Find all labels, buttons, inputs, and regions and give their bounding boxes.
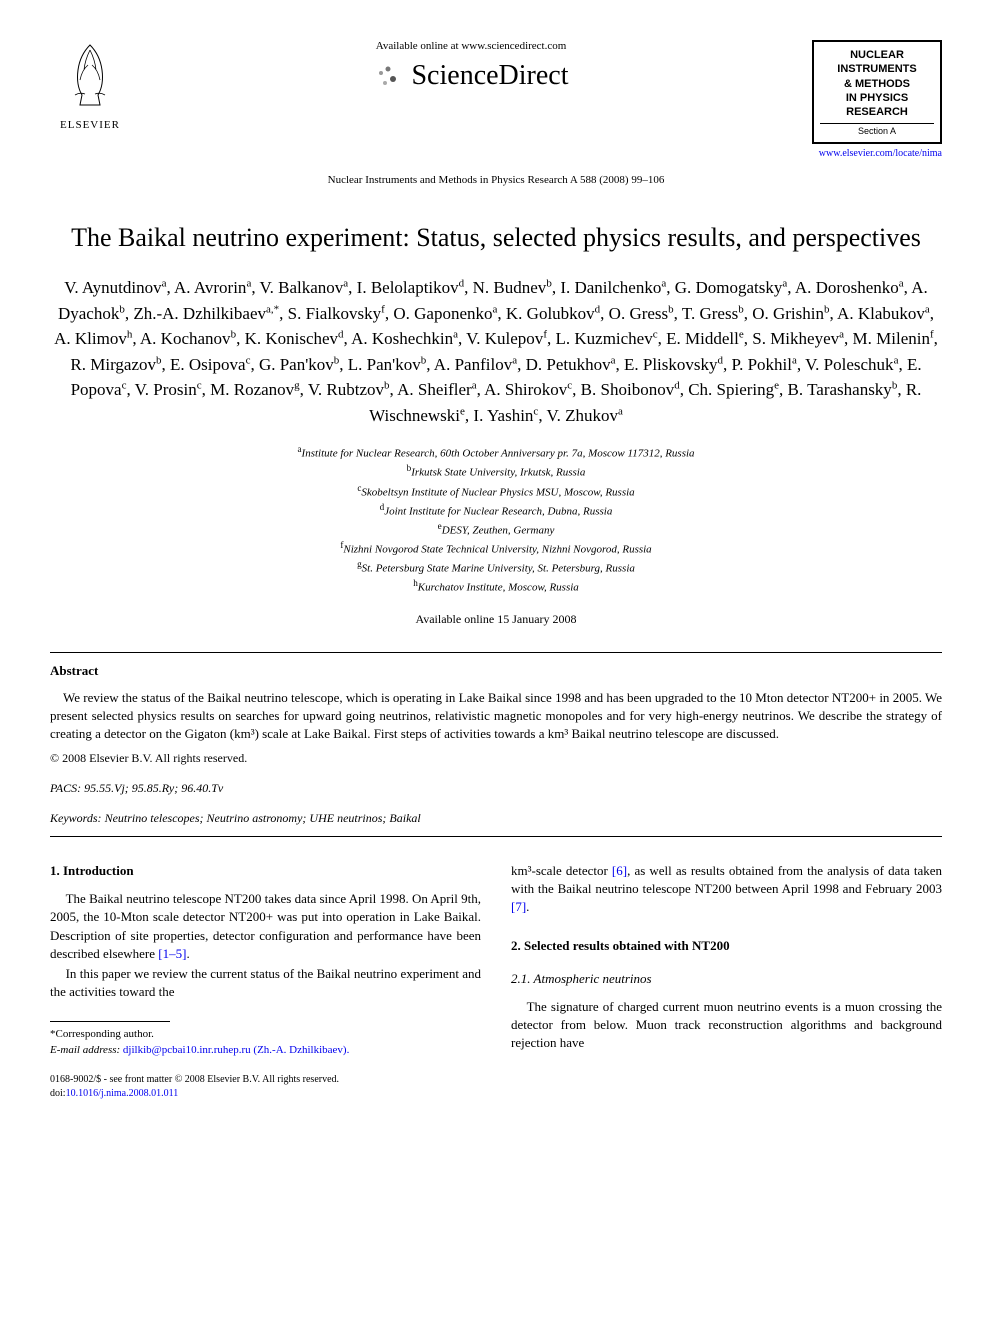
elsevier-tree-icon xyxy=(60,40,120,110)
journal-url-link[interactable]: www.elsevier.com/locate/nima xyxy=(812,148,942,159)
email-name: (Zh.-A. Dzhilkibaev). xyxy=(253,1044,349,1056)
pacs-label: PACS: xyxy=(50,781,81,795)
platform-name: ScienceDirect xyxy=(411,60,568,92)
right-column: km³-scale detector [6], as well as resul… xyxy=(511,862,942,1101)
journal-section: Section A xyxy=(820,123,934,136)
sciencedirect-logo: ScienceDirect xyxy=(130,60,812,92)
authors-list: V. Aynutdinova, A. Avrorina, V. Balkanov… xyxy=(50,275,942,428)
journal-box-container: NUCLEAR INSTRUMENTS & METHODS IN PHYSICS… xyxy=(812,40,942,159)
journal-box: NUCLEAR INSTRUMENTS & METHODS IN PHYSICS… xyxy=(812,40,942,144)
elsevier-logo: ELSEVIER xyxy=(50,40,130,131)
keywords-line: Keywords: Neutrino telescopes; Neutrino … xyxy=(50,811,942,826)
section-2-1-heading: 2.1. Atmospheric neutrinos xyxy=(511,970,942,988)
abstract-text: We review the status of the Baikal neutr… xyxy=(50,689,942,744)
ref-link-7[interactable]: [7] xyxy=(511,899,526,914)
keywords-label: Keywords: xyxy=(50,811,102,825)
doi-line: doi:10.1016/j.nima.2008.01.011 xyxy=(50,1087,481,1101)
continuation-text: km³-scale detector [6], as well as resul… xyxy=(511,862,942,917)
email-address[interactable]: djilkib@pcbai10.inr.ruhep.ru xyxy=(123,1044,251,1056)
available-online-text: Available online at www.sciencedirect.co… xyxy=(130,40,812,52)
available-date: Available online 15 January 2008 xyxy=(50,612,942,627)
footer-info: 0168-9002/$ - see front matter © 2008 El… xyxy=(50,1073,481,1101)
ref-link-1-5[interactable]: [1–5] xyxy=(158,946,186,961)
email-line: E-mail address: djilkib@pcbai10.inr.ruhe… xyxy=(50,1043,481,1058)
header-row: ELSEVIER Available online at www.science… xyxy=(50,40,942,159)
citation-line: Nuclear Instruments and Methods in Physi… xyxy=(50,174,942,186)
footnote-block: *Corresponding author. E-mail address: d… xyxy=(50,1027,481,1058)
ref-link-6[interactable]: [6] xyxy=(612,863,627,878)
copyright-text: © 2008 Elsevier B.V. All rights reserved… xyxy=(50,751,942,766)
center-header: Available online at www.sciencedirect.co… xyxy=(130,40,812,92)
section-2-heading: 2. Selected results obtained with NT200 xyxy=(511,937,942,955)
body-columns: 1. Introduction The Baikal neutrino tele… xyxy=(50,862,942,1101)
pacs-line: PACS: 95.55.Vj; 95.85.Ry; 96.40.Tv xyxy=(50,781,942,796)
section-1-p1: The Baikal neutrino telescope NT200 take… xyxy=(50,890,481,963)
email-label: E-mail address: xyxy=(50,1044,120,1056)
divider xyxy=(50,652,942,653)
pacs-codes: 95.55.Vj; 95.85.Ry; 96.40.Tv xyxy=(84,781,223,795)
sciencedirect-icon xyxy=(373,61,403,91)
section-2-1-p1: The signature of charged current muon ne… xyxy=(511,998,942,1053)
publisher-name: ELSEVIER xyxy=(50,119,130,131)
left-column: 1. Introduction The Baikal neutrino tele… xyxy=(50,862,481,1101)
divider xyxy=(50,836,942,837)
abstract-heading: Abstract xyxy=(50,663,942,679)
keywords-text: Neutrino telescopes; Neutrino astronomy;… xyxy=(105,811,421,825)
journal-box-title: NUCLEAR INSTRUMENTS & METHODS IN PHYSICS… xyxy=(820,48,934,119)
issn-line: 0168-9002/$ - see front matter © 2008 El… xyxy=(50,1073,481,1087)
affiliations-list: aInstitute for Nuclear Research, 60th Oc… xyxy=(50,443,942,596)
doi-link[interactable]: 10.1016/j.nima.2008.01.011 xyxy=(66,1088,179,1099)
corresponding-author: *Corresponding author. xyxy=(50,1027,481,1042)
section-1-p2: In this paper we review the current stat… xyxy=(50,965,481,1001)
footnote-separator xyxy=(50,1021,170,1022)
section-1-heading: 1. Introduction xyxy=(50,862,481,880)
article-title: The Baikal neutrino experiment: Status, … xyxy=(50,221,942,255)
